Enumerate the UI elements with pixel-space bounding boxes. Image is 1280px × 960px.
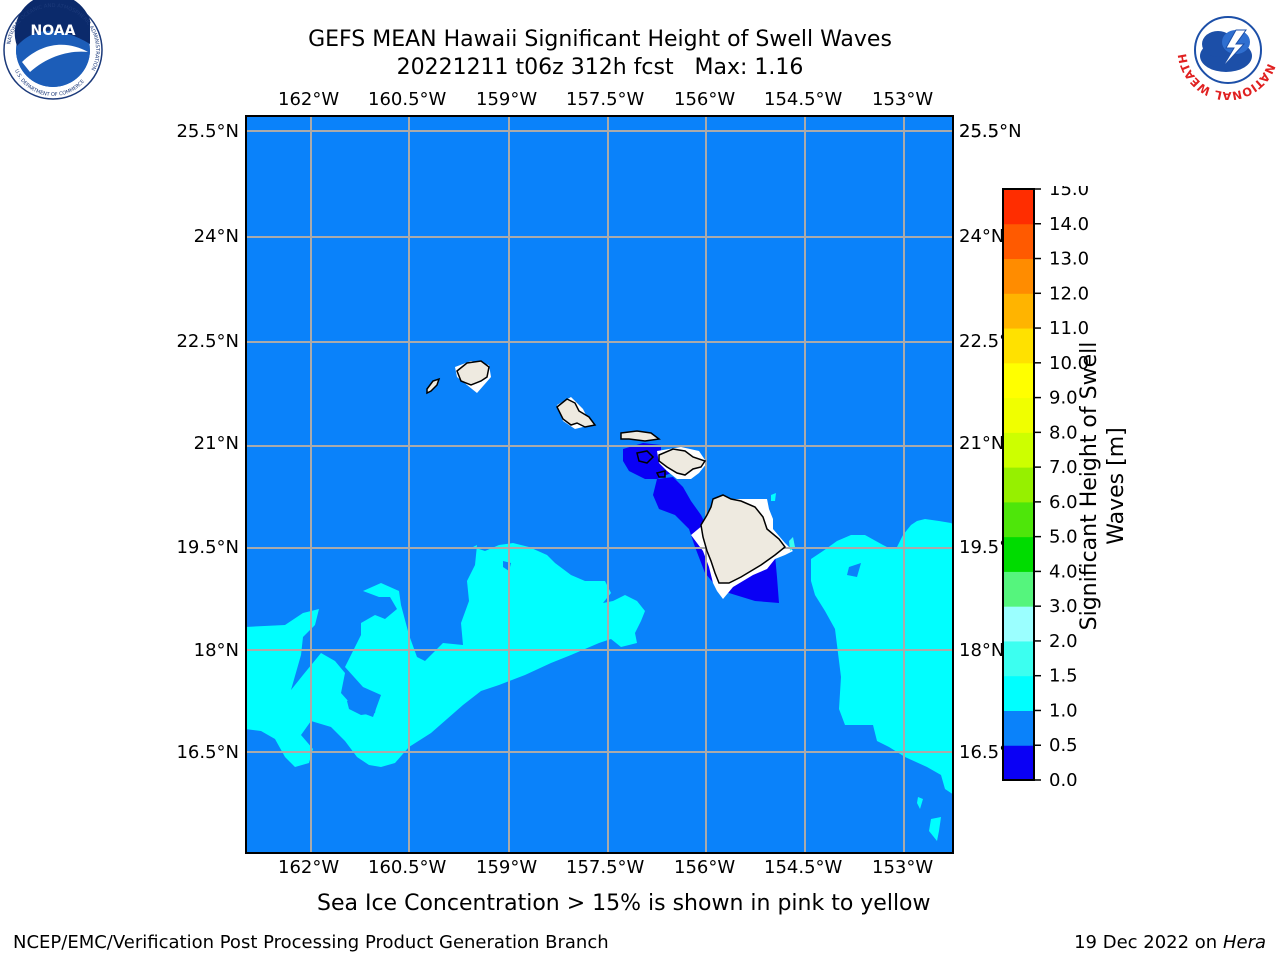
lon-tick-top-4: 157.5°W [566, 89, 645, 110]
lat-tick-left-4: 21°N [193, 433, 239, 454]
lat-tick-left-6: 18°N [193, 640, 239, 661]
colorbar-tick-label: 7.0 [1049, 457, 1078, 478]
swell-height-map [245, 115, 954, 854]
colorbar-segment [1003, 328, 1034, 364]
colorbar-segment [1003, 606, 1034, 642]
colorbar-segment [1003, 397, 1034, 433]
colorbar-tick-label: 10.0 [1049, 353, 1089, 374]
colorbar-tick-label: 6.0 [1049, 492, 1078, 513]
colorbar-ticks: 0.0 0.5 1.0 1.5 2.0 3.0 4.0 5.0 6.0 7.0 8.0 9.0 10.0… [1034, 186, 1089, 786]
lat-tick-left-2: 24°N [193, 226, 239, 247]
footer-branch: NCEP/EMC/Verification Post Processing Pr… [13, 932, 609, 953]
colorbar-tick-label: 0.0 [1049, 770, 1078, 786]
lon-tick-bottom-3: 159°W [476, 857, 538, 878]
lon-tick-bottom-6: 154.5°W [764, 857, 843, 878]
lat-tick-left-3: 22.5°N [176, 331, 239, 352]
colorbar-segment [1003, 258, 1034, 294]
colorbar-tick-label: 14.0 [1049, 214, 1089, 235]
map-gridlines [245, 115, 954, 854]
colorbar-segment [1003, 536, 1034, 572]
lat-tick-left-5: 19.5°N [176, 537, 239, 558]
lat-tick-right-4: 21°N [959, 433, 1003, 454]
colorbar-segment [1003, 293, 1034, 329]
colorbar-tick-label: 4.0 [1049, 561, 1078, 582]
small-cyan-blob-east [771, 493, 776, 501]
colorbar-tick-label: 15.0 [1049, 186, 1089, 200]
island-niihau [426, 377, 441, 395]
colorbar-label: Significant Height of Swell Waves [m] [1077, 341, 1129, 631]
colorbar-segment [1003, 223, 1034, 260]
hawaiian-islands [426, 360, 787, 584]
footer-machine: Hera [1222, 932, 1266, 953]
lon-tick-top-5: 156°W [674, 89, 736, 110]
swell-contour-1-0-to-1-5 [245, 519, 954, 841]
colorbar-tick-label: 11.0 [1049, 318, 1089, 339]
lat-tick-left-1: 25.5°N [176, 121, 239, 142]
island-big-island [700, 494, 787, 584]
island-lanai [636, 450, 655, 464]
colorbar-segment [1003, 640, 1034, 677]
colorbar-tick-label: 8.0 [1049, 422, 1078, 443]
colorbar-tick-label: 1.0 [1049, 700, 1078, 721]
lat-tick-right-1: 25.5°N [959, 121, 1003, 142]
lat-tick-right-2: 24°N [959, 226, 1003, 247]
lon-tick-top-6: 154.5°W [764, 89, 843, 110]
colorbar-segment [1003, 571, 1034, 607]
colorbar-tick-label: 2.0 [1049, 631, 1078, 652]
colorbar-tick-label: 0.5 [1049, 735, 1078, 756]
map-title: GEFS MEAN Hawaii Significant Height of S… [308, 27, 892, 52]
lon-tick-top-3: 159°W [476, 89, 538, 110]
island-maui [658, 448, 707, 476]
colorbar-segment [1003, 362, 1034, 399]
colorbar-segment [1003, 189, 1034, 225]
lat-tick-right-3: 22.5°N [959, 331, 1003, 352]
colorbar-tick-label: 3.0 [1049, 596, 1078, 617]
island-kahoolawe [655, 470, 666, 478]
colorbar-segment [1003, 501, 1034, 538]
lon-tick-top-7: 153°W [872, 89, 934, 110]
noaa-logo-text: NOAA [31, 23, 76, 39]
island-oahu [556, 398, 597, 428]
map-subtitle: 20221211 t06z 312h fcst Max: 1.16 [396, 55, 804, 80]
colorbar-tick-label: 9.0 [1049, 388, 1078, 409]
lon-tick-bottom-2: 160.5°W [368, 857, 447, 878]
lat-tick-right-1-full: 25.5°N [959, 121, 1022, 142]
lon-tick-bottom-1: 162°W [278, 857, 340, 878]
lon-tick-top-2: 160.5°W [368, 89, 447, 110]
lat-tick-right-6: 18°N [959, 640, 1003, 661]
lat-tick-right-7: 16.5°N [959, 742, 1003, 763]
map-frame [245, 115, 954, 854]
lat-ticks-right-clip-top: 25.5°N [959, 110, 1029, 150]
noaa-logo: NOAA NATIONAL OCEANIC AND ATMOSPHERIC AD… [3, 0, 103, 100]
colorbar: 0.0 0.5 1.0 1.5 2.0 3.0 4.0 5.0 6.0 7.0 8.0 9.0 10.0… [1002, 186, 1089, 786]
colorbar-tick-label: 5.0 [1049, 527, 1078, 548]
lat-ticks-right-clip: 25.5°N 24°N 22.5°N 21°N 19.5°N 18°N 16.5… [959, 110, 1003, 770]
nws-logo: NATIONAL WEATHER SERVICE [1176, 0, 1278, 100]
lat-tick-right-5: 19.5°N [959, 537, 1003, 558]
sea-ice-note: Sea Ice Concentration > 15% is shown in … [317, 891, 931, 916]
footer-date: 19 Dec 2022 on Hera [1074, 932, 1266, 953]
island-kauai [456, 360, 490, 386]
lon-tick-bottom-7: 153°W [872, 857, 934, 878]
lat-tick-left-7: 16.5°N [176, 742, 239, 763]
lon-tick-bottom-5: 156°W [674, 857, 736, 878]
colorbar-frame [1002, 188, 1035, 781]
swell-holes [347, 561, 861, 715]
colorbar-segment [1003, 467, 1034, 503]
lon-tick-top-1: 162°W [278, 89, 340, 110]
colorbar-segment [1003, 432, 1034, 468]
colorbar-tick-label: 1.5 [1049, 666, 1078, 687]
lon-tick-bottom-4: 157.5°W [566, 857, 645, 878]
footer-date-text: 19 Dec 2022 on [1074, 932, 1218, 953]
island-molokai [620, 430, 661, 442]
colorbar-segment [1003, 745, 1034, 781]
colorbar-segment [1003, 675, 1034, 711]
colorbar-tick-label: 13.0 [1049, 249, 1089, 270]
colorbar-tick-label: 12.0 [1049, 283, 1089, 304]
colorbar-segments [1003, 189, 1034, 781]
colorbar-segment [1003, 710, 1034, 746]
